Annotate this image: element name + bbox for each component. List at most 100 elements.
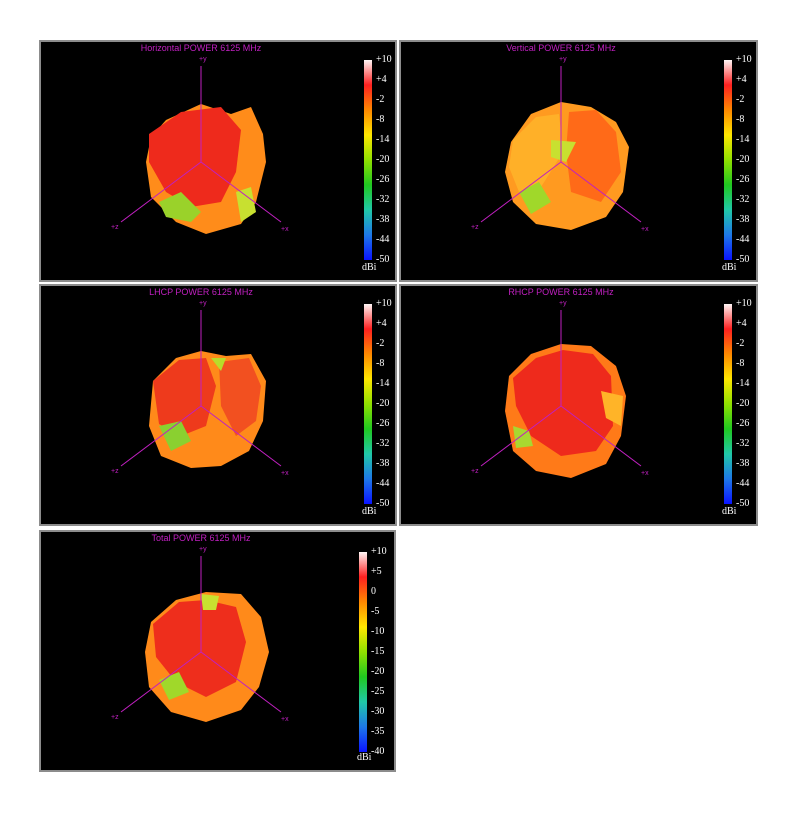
pattern-patch	[159, 672, 189, 700]
colorbar-tick-label: +10	[736, 298, 752, 309]
panel-title: RHCP POWER 6125 MHz	[508, 287, 614, 297]
colorbar-tick-label: +4	[376, 318, 387, 329]
y-axis-label: +y	[199, 300, 207, 307]
colorbar-tick-label: 0	[371, 586, 376, 597]
colorbar-tick-label: +10	[376, 298, 392, 309]
pattern-patch	[601, 391, 623, 426]
panel-title: Horizontal POWER 6125 MHz	[140, 43, 262, 53]
pattern-patch	[159, 421, 191, 451]
colorbar-tick-label: -20	[736, 398, 750, 409]
x-axis-line	[200, 405, 282, 467]
panel-title: LHCP POWER 6125 MHz	[149, 287, 253, 297]
colorbar-tick-label: -32	[736, 438, 750, 449]
z-axis-label: +z	[111, 714, 119, 721]
pattern-highlight	[153, 358, 216, 436]
colorbar-tick-label: -44	[376, 478, 390, 489]
x-axis-label: +x	[641, 226, 649, 233]
colorbar-tick-label: -20	[376, 398, 390, 409]
pattern-highlight	[149, 107, 241, 207]
colorbar	[724, 60, 732, 260]
y-axis-label: +y	[199, 56, 207, 63]
colorbar-tick-label: -38	[736, 214, 750, 225]
z-axis-line	[120, 405, 202, 467]
radiation-pattern-plot	[120, 310, 282, 468]
y-axis-label: +y	[199, 546, 207, 553]
colorbar-tick-label: -38	[736, 458, 750, 469]
colorbar-tick-label: -2	[736, 338, 745, 349]
panel-title: Total POWER 6125 MHz	[151, 533, 251, 543]
x-axis-line	[560, 405, 642, 467]
colorbar	[364, 60, 372, 260]
colorbar-tick-label: +4	[376, 74, 387, 85]
pattern-panel-vertical: Vertical POWER 6125 MHz +y +x +z +10 +4 -2…	[399, 40, 758, 282]
colorbar-tick-label: -32	[376, 438, 390, 449]
colorbar-tick-label: +10	[376, 54, 392, 65]
pattern-highlight	[219, 358, 261, 436]
colorbar-tick-label: -38	[376, 214, 390, 225]
x-axis-line	[200, 651, 282, 713]
y-axis-label: +y	[559, 56, 567, 63]
colorbar-tick-label: +4	[736, 74, 747, 85]
pattern-highlight	[509, 114, 563, 192]
colorbar-tick-label: -2	[376, 338, 385, 349]
pattern-panel-total: Total POWER 6125 MHz +y +x +z +10 +5 0 -5 -1…	[39, 530, 396, 772]
colorbar-tick-label: -5	[371, 606, 380, 617]
colorbar-tick-label: -30	[371, 706, 385, 717]
radiation-pattern-plot	[480, 66, 642, 230]
colorbar-unit: dBi	[722, 262, 737, 273]
colorbar-unit: dBi	[722, 506, 737, 517]
x-axis-label: +x	[641, 470, 649, 477]
colorbar-tick-label: -10	[371, 626, 385, 637]
pattern-patch	[236, 187, 256, 222]
colorbar-unit: dBi	[362, 262, 377, 273]
panel-title: Vertical POWER 6125 MHz	[506, 43, 616, 53]
colorbar-tick-label: -14	[736, 378, 750, 389]
pattern-patch	[201, 594, 219, 610]
colorbar-tick-label: -35	[371, 726, 385, 737]
radiation-pattern-plot	[120, 66, 282, 234]
colorbar-tick-label: +4	[736, 318, 747, 329]
colorbar-tick-label: +10	[371, 546, 387, 557]
colorbar-tick-label: -50	[376, 498, 390, 509]
colorbar-tick-label: -2	[736, 94, 745, 105]
colorbar-unit: dBi	[357, 752, 372, 763]
colorbar-tick-label: -14	[736, 134, 750, 145]
colorbar-tick-label: -50	[736, 254, 750, 265]
colorbar-tick-label: -26	[736, 174, 750, 185]
z-axis-line	[480, 405, 562, 467]
colorbar-tick-label: -14	[376, 134, 390, 145]
x-axis-line	[200, 161, 282, 223]
colorbar-tick-label: -8	[736, 114, 745, 125]
pattern-patch	[551, 140, 576, 162]
x-axis-label: +x	[281, 716, 289, 723]
colorbar-tick-label: +10	[736, 54, 752, 65]
pattern-panel-lhcp: LHCP POWER 6125 MHz +y +x +z +10 +4 -2 -8 -1…	[39, 284, 397, 526]
colorbar-tick-label: -8	[376, 358, 385, 369]
pattern-patch	[159, 192, 201, 222]
colorbar-tick-label: -44	[736, 234, 750, 245]
colorbar-tick-label: +5	[371, 566, 382, 577]
colorbar-tick-label: -32	[736, 194, 750, 205]
pattern-highlight	[513, 350, 613, 456]
colorbar-unit: dBi	[362, 506, 377, 517]
radiation-pattern-plot	[480, 310, 642, 478]
z-axis-label: +z	[471, 224, 479, 231]
pattern-panel-rhcp: RHCP POWER 6125 MHz +y +x +z +10 +4 -2 -8 -1…	[399, 284, 758, 526]
colorbar-tick-label: -14	[376, 378, 390, 389]
pattern-highlight	[566, 110, 621, 202]
z-axis-line	[120, 161, 202, 223]
colorbar-tick-label: -2	[376, 94, 385, 105]
colorbar-tick-label: -44	[736, 478, 750, 489]
x-axis-label: +x	[281, 470, 289, 477]
colorbar	[359, 552, 367, 752]
colorbar-tick-label: -8	[376, 114, 385, 125]
colorbar-tick-label: -20	[371, 666, 385, 677]
pattern-panel-horizontal: Horizontal POWER 6125 MHz +y +x +z +10 +4…	[39, 40, 397, 282]
x-axis-label: +x	[281, 226, 289, 233]
colorbar-tick-label: -38	[376, 458, 390, 469]
y-axis-label: +y	[559, 300, 567, 307]
pattern-patch	[211, 358, 226, 371]
z-axis-line	[480, 161, 562, 223]
colorbar-tick-label: -15	[371, 646, 385, 657]
colorbar-tick-label: -26	[376, 174, 390, 185]
